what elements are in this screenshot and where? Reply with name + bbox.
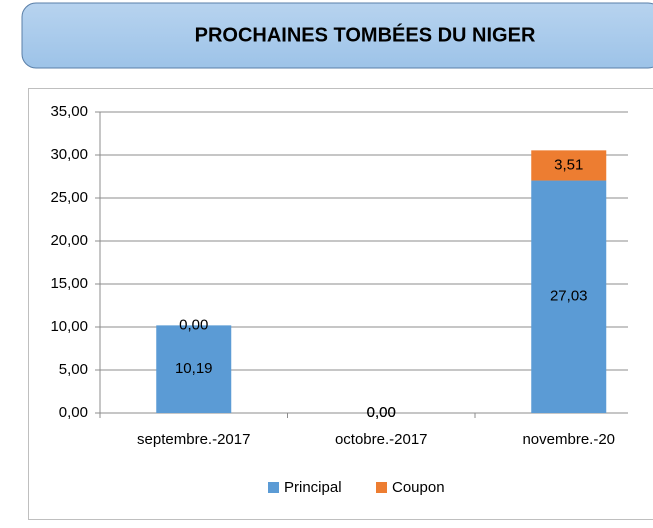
bar-segment [531,180,607,413]
x-tick-label: octobre.-2017 [335,431,428,448]
legend-label: Coupon [392,479,445,496]
data-label: 27,03 [550,288,588,305]
bar-segment [156,325,232,413]
title-box [21,2,653,69]
legend-swatch [268,482,279,493]
x-tick-label: septembre.-2017 [137,431,250,448]
legend-swatch [376,482,387,493]
bar-segment [531,150,607,181]
data-label: 0,00 [179,316,208,333]
data-label: 3,51 [554,156,583,173]
plot: 0,00 5,00 10,00 15,00 20,00 25,00 30,00 35,00 se… [50,103,628,448]
y-tick-label: 0,00 [59,404,88,421]
y-tick-label: 30,00 [50,146,88,163]
y-tick-label: 25,00 [50,189,88,206]
y-tick-label: 5,00 [59,361,88,378]
legend-label: Principal [284,479,342,496]
y-tick-label: 20,00 [50,232,88,249]
data-label: 10,19 [175,360,213,377]
chart-title: PROCHAINES TOMBÉES DU NIGER [195,23,536,46]
data-label: 0,00 [367,404,396,421]
x-tick-label: novembre.-20 [522,431,615,448]
y-tick-label: 15,00 [50,275,88,292]
y-tick-label: 10,00 [50,318,88,335]
data-label: 0,00 [367,404,396,421]
y-tick-label: 35,00 [50,103,88,120]
